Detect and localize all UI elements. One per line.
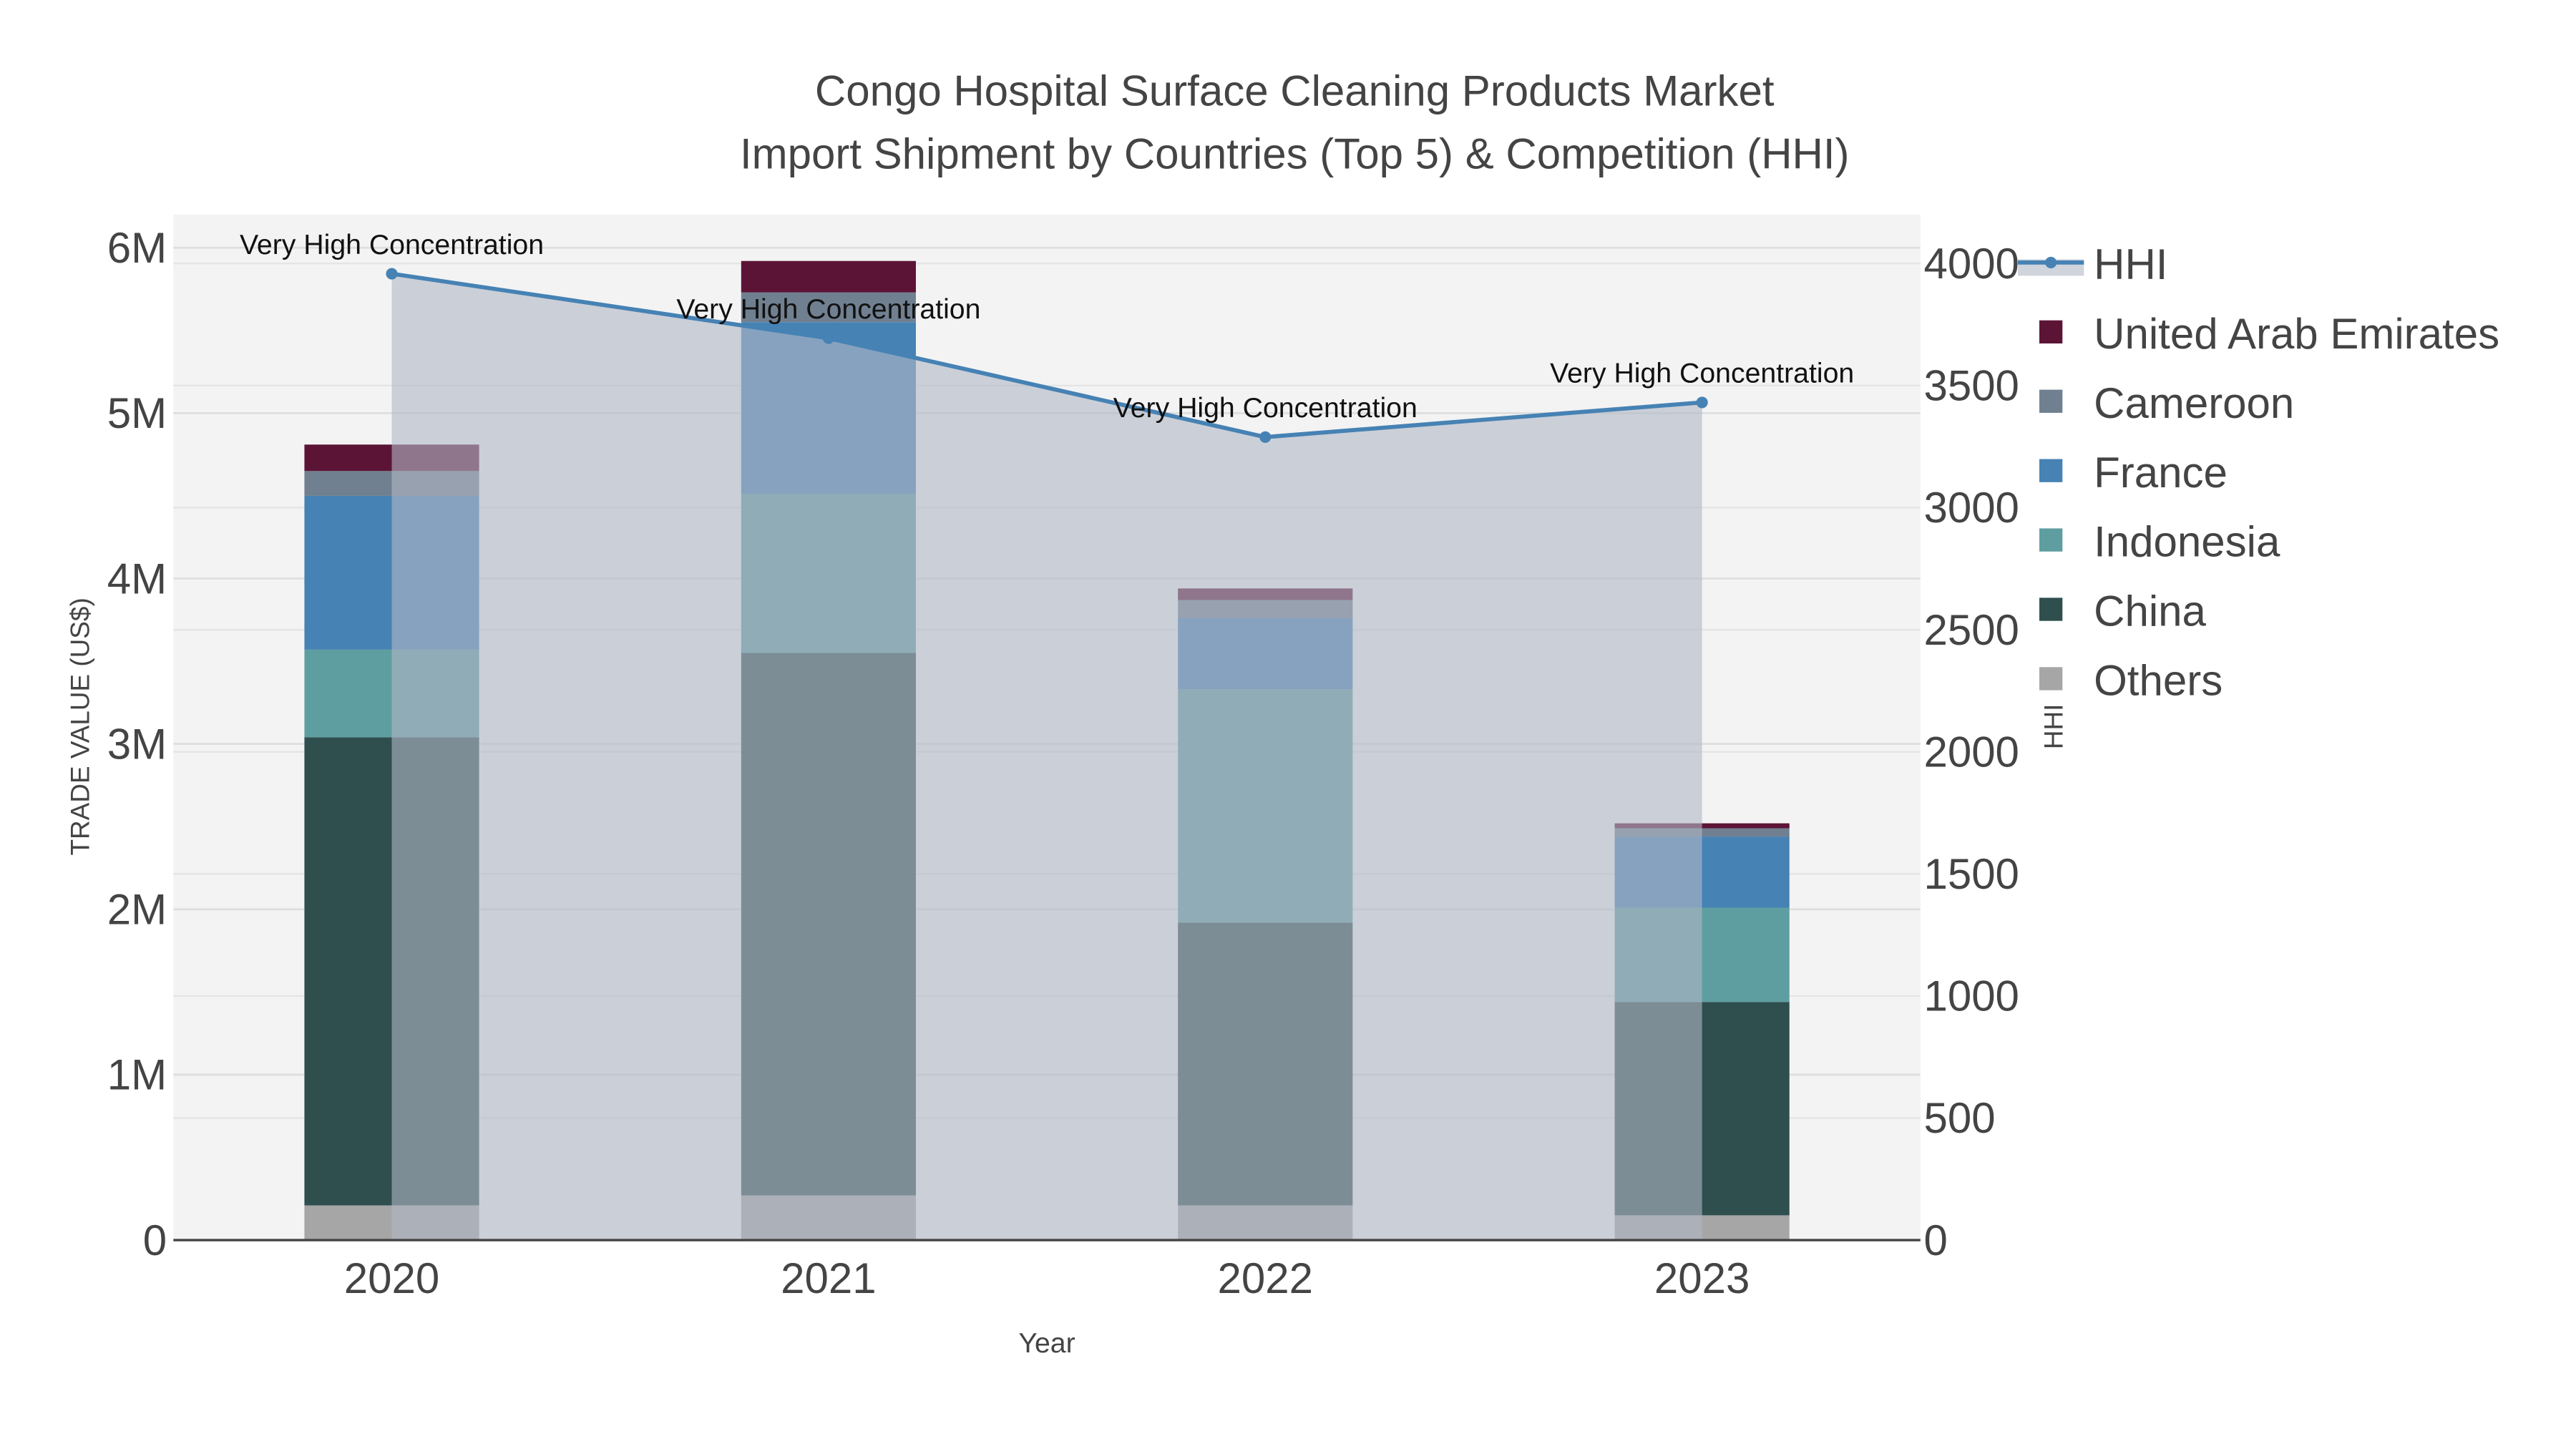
y2-tick-label: 2000 (1923, 728, 2019, 776)
hhi-point (386, 268, 398, 280)
hhi-line (391, 271, 1702, 439)
hhi-annotation: Very High Concentration (240, 229, 544, 260)
x-tick-label: 2021 (781, 1254, 876, 1302)
legend-swatch (2039, 320, 2063, 343)
legend-swatch (2039, 528, 2063, 552)
legend-swatch-hhi-marker (2045, 256, 2057, 268)
y2-tick-label: 2500 (1923, 606, 2019, 654)
legend: HHI United Arab Emirates Cameroon France Ind… (2017, 240, 2499, 705)
legend-label: Others (2094, 657, 2223, 705)
y2-tick-label: 1000 (1923, 972, 2019, 1020)
chart-title: Congo Hospital Surface Cleaning Products… (815, 67, 1775, 115)
hhi-annotation: Very High Concentration (1113, 392, 1418, 424)
y-tick-label: 2M (107, 886, 167, 934)
y2-axis-title: HHI (2039, 704, 2068, 750)
hhi-point (1696, 396, 1708, 409)
hhi-point (822, 332, 834, 344)
x-tick-label: 2023 (1654, 1254, 1750, 1302)
y2-tick-label: 3500 (1923, 362, 2019, 410)
legend-item: China (2039, 587, 2207, 635)
y2-tick-label: 4000 (1923, 240, 2019, 288)
chart-subtitle: Import Shipment by Countries (Top 5) & C… (740, 130, 1850, 177)
legend-item: Indonesia (2039, 518, 2280, 566)
hhi-point (1259, 431, 1272, 443)
y-axis-title: TRADE VALUE (US$) (66, 597, 95, 855)
legend-item: Cameroon (2039, 379, 2294, 427)
legend-label: China (2094, 587, 2206, 635)
legend-swatch (2039, 459, 2063, 482)
legend-label: Cameroon (2094, 379, 2294, 427)
y-tick-label: 0 (143, 1216, 167, 1264)
legend-swatch (2039, 597, 2063, 621)
legend-swatch (2039, 389, 2063, 413)
y-tick-label: 6M (107, 224, 167, 272)
x-axis-title: Year (1018, 1327, 1075, 1359)
hhi-area (391, 273, 1702, 1241)
hhi-annotation: Very High Concentration (1550, 358, 1854, 389)
y2-tick-label: 500 (1923, 1094, 1995, 1142)
y2-tick-label: 0 (1923, 1216, 1947, 1264)
legend-item: France (2039, 449, 2228, 497)
legend-item: United Arab Emirates (2039, 310, 2499, 358)
bar-segment-united-arab-emirates (741, 260, 916, 293)
hhi-series: Very High Concentration Very High Concent… (240, 229, 1854, 1241)
legend-label: France (2094, 449, 2228, 497)
y-tick-label: 5M (107, 389, 167, 437)
x-tick-label: 2022 (1218, 1254, 1313, 1302)
x-tick-label: 2020 (344, 1254, 439, 1302)
y2-tick-label: 3000 (1923, 484, 2019, 532)
bar-segment-cameroon (741, 292, 916, 323)
hhi-annotation: Very High Concentration (676, 293, 980, 325)
legend-label: United Arab Emirates (2094, 310, 2499, 358)
legend-label: HHI (2094, 240, 2167, 288)
y2-tick-label: 1500 (1923, 850, 2019, 898)
y-axis-ticks: 0 1M 2M 3M 4M 5M 6M (107, 224, 167, 1264)
y-tick-label: 3M (107, 720, 167, 768)
y-tick-label: 4M (107, 555, 167, 602)
x-axis-ticks: 2020 2021 2022 2023 (344, 1254, 1750, 1302)
legend-label: Indonesia (2094, 518, 2280, 566)
legend-swatch (2039, 667, 2063, 691)
y2-axis-ticks: 0 500 1000 1500 2000 2500 3000 3500 4000 (1923, 240, 2019, 1264)
y-tick-label: 1M (107, 1051, 167, 1099)
legend-item: HHI (2017, 240, 2167, 288)
legend-item: Others (2039, 657, 2223, 705)
